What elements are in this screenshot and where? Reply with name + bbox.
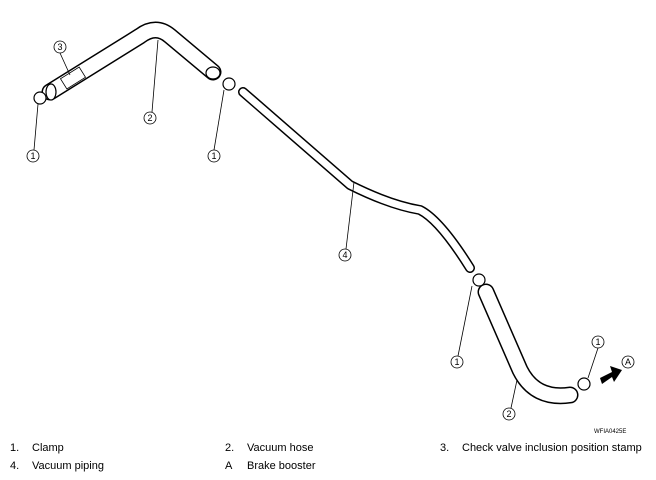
hose-end: [205, 66, 221, 80]
stamp: [59, 66, 87, 90]
legend-text: Brake booster: [247, 460, 316, 472]
hose-end: [45, 83, 57, 101]
legend-text: Vacuum piping: [32, 460, 104, 472]
legend-number: 1.: [10, 442, 19, 454]
callouts: 3 2 1 1 4 1 1 2 A: [26, 40, 635, 421]
figure-id: WFIA0425E: [594, 429, 626, 435]
clamp: [577, 377, 591, 391]
legend-number: 4.: [10, 460, 19, 472]
callout: 1: [595, 337, 600, 347]
legend-text: Clamp: [32, 442, 64, 454]
legend-number: A: [225, 460, 233, 472]
arrow-label: A: [625, 357, 631, 367]
callout: 1: [454, 357, 459, 367]
legend-text: Check valve inclusion position stamp: [462, 442, 642, 454]
callout: 1: [211, 151, 216, 161]
arrow: [600, 366, 622, 384]
legend: 1. Clamp 2. Vacuum hose 3. Check valve i…: [10, 442, 642, 472]
leader-line: [33, 39, 599, 409]
clamp: [33, 91, 47, 105]
vacuum-hose-fill: [43, 23, 220, 99]
clamp: [472, 273, 486, 287]
legend-text: Vacuum hose: [247, 442, 313, 454]
callout: 1: [30, 151, 35, 161]
clamp: [222, 77, 236, 91]
callout: 3: [57, 42, 62, 52]
vacuum-hose-fill: [479, 285, 577, 403]
legend-number: 2.: [225, 442, 234, 454]
legend-number: 3.: [440, 442, 449, 454]
callout: 4: [342, 250, 347, 260]
callout: 2: [506, 409, 511, 419]
vacuum-piping-fill: [239, 88, 474, 272]
callout: 2: [147, 113, 152, 123]
